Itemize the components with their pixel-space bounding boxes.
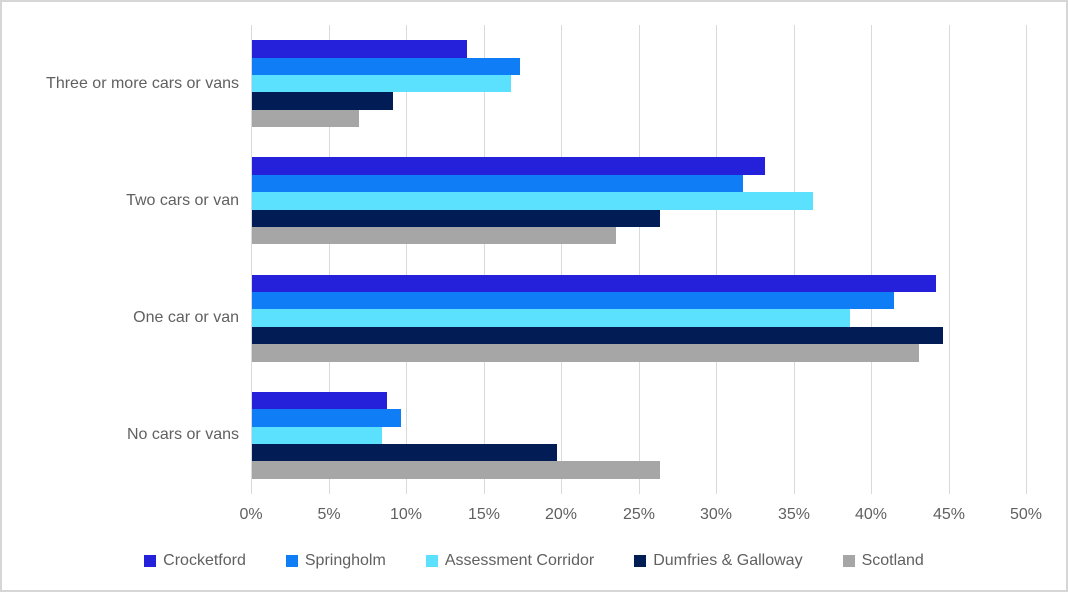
gridline bbox=[716, 25, 717, 494]
legend-item: Assessment Corridor bbox=[425, 552, 595, 570]
bar bbox=[252, 226, 617, 245]
category-label: Two cars or van bbox=[126, 191, 239, 209]
bar bbox=[252, 391, 387, 410]
bar bbox=[252, 174, 744, 193]
legend-label: Crocketford bbox=[163, 552, 246, 569]
bar bbox=[252, 157, 766, 175]
bar bbox=[252, 274, 936, 293]
category-label: One car or van bbox=[133, 309, 239, 327]
gridline bbox=[406, 25, 407, 494]
legend: Crocketford Springholm Assessment Corridor… bbox=[2, 552, 1066, 570]
bar bbox=[252, 409, 401, 427]
bar bbox=[252, 426, 383, 445]
legend-item: Crocketford bbox=[144, 552, 246, 570]
x-tick-label: 40% bbox=[854, 506, 888, 523]
bar bbox=[252, 74, 511, 93]
legend-item: Dumfries & Galloway bbox=[634, 552, 803, 570]
bar bbox=[252, 344, 919, 362]
gridline bbox=[1026, 25, 1027, 494]
legend-swatch bbox=[144, 555, 157, 567]
gridline bbox=[561, 25, 562, 494]
legend-swatch bbox=[634, 555, 647, 567]
legend-label: Scotland bbox=[861, 552, 924, 569]
x-tick-label: 5% bbox=[317, 506, 341, 523]
legend-swatch bbox=[425, 555, 438, 567]
bar bbox=[252, 461, 660, 479]
bar bbox=[252, 192, 814, 210]
bar bbox=[252, 444, 558, 462]
bar bbox=[252, 292, 894, 310]
gridline bbox=[639, 25, 640, 494]
legend-swatch bbox=[842, 555, 855, 567]
x-tick-label: 35% bbox=[777, 506, 811, 523]
gridline bbox=[329, 25, 330, 494]
category-label: No cars or vans bbox=[126, 426, 239, 444]
bar bbox=[252, 326, 944, 345]
bar bbox=[252, 92, 394, 110]
legend-item: Scotland bbox=[842, 552, 924, 570]
legend-label: Assessment Corridor bbox=[444, 552, 595, 569]
x-tick-label: 30% bbox=[699, 506, 733, 523]
legend-label: Springholm bbox=[304, 552, 386, 569]
gridline bbox=[794, 25, 795, 494]
category-label: Three or more cars or vans bbox=[46, 74, 239, 92]
legend-item: Springholm bbox=[285, 552, 386, 570]
bar bbox=[252, 40, 468, 58]
bar bbox=[252, 209, 660, 227]
bar bbox=[252, 57, 521, 75]
x-tick-label: 50% bbox=[1009, 506, 1043, 523]
x-tick-label: 20% bbox=[544, 506, 578, 523]
bar bbox=[252, 309, 851, 327]
gridline bbox=[949, 25, 950, 494]
plot-area bbox=[251, 25, 1027, 494]
x-tick-label: 10% bbox=[389, 506, 423, 523]
gridline bbox=[251, 25, 252, 494]
gridline bbox=[871, 25, 872, 494]
bar bbox=[252, 109, 359, 128]
gridline bbox=[484, 25, 485, 494]
legend-label: Dumfries & Galloway bbox=[653, 552, 803, 569]
x-tick-label: 0% bbox=[239, 506, 263, 523]
x-tick-label: 45% bbox=[932, 506, 966, 523]
legend-swatch bbox=[285, 555, 298, 567]
x-tick-label: 15% bbox=[467, 506, 501, 523]
x-tick-label: 25% bbox=[622, 506, 656, 523]
